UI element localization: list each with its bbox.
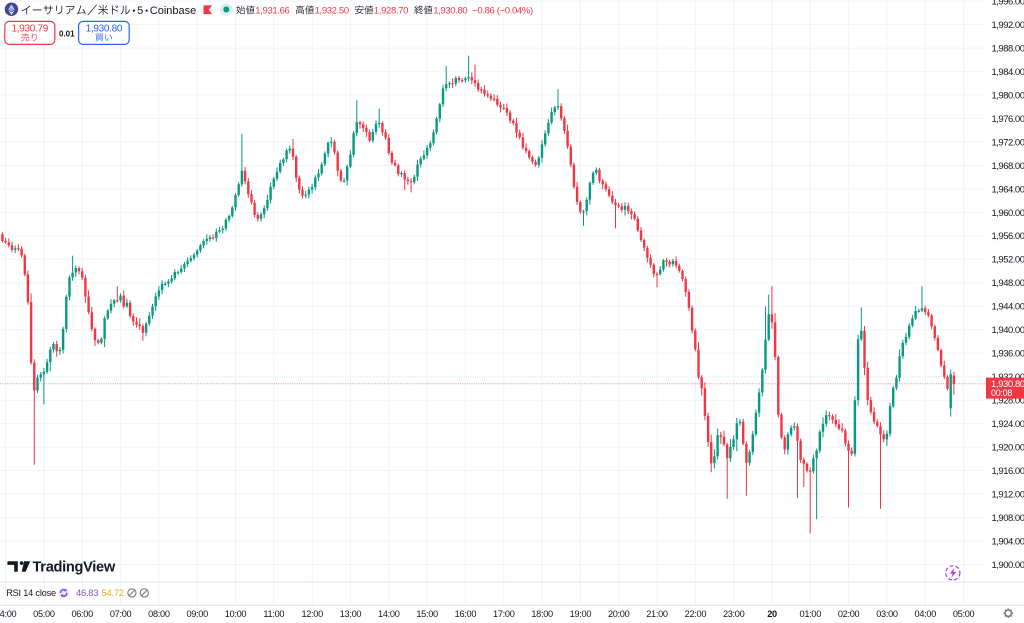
svg-text:03:00: 03:00: [876, 609, 898, 619]
svg-text:1,928.00: 1,928.00: [992, 396, 1024, 407]
svg-text:04:00: 04:00: [0, 609, 17, 619]
svg-text:1,960.00: 1,960.00: [992, 208, 1024, 219]
svg-text:22:00: 22:00: [685, 609, 707, 619]
svg-text:05:00: 05:00: [953, 609, 975, 619]
svg-text:17:00: 17:00: [493, 609, 515, 619]
svg-text:10:00: 10:00: [225, 609, 247, 619]
svg-text:12:00: 12:00: [301, 609, 323, 619]
svg-text:1,984.00: 1,984.00: [992, 67, 1024, 78]
svg-text:13:00: 13:00: [340, 609, 362, 619]
svg-text:1,964.00: 1,964.00: [992, 184, 1024, 195]
svg-text:1,992.00: 1,992.00: [992, 20, 1024, 31]
svg-text:15:00: 15:00: [416, 609, 438, 619]
svg-text:1,996.00: 1,996.00: [992, 0, 1024, 8]
svg-text:08:00: 08:00: [148, 609, 170, 619]
svg-text:54.72: 54.72: [102, 588, 124, 599]
svg-text:1,904.00: 1,904.00: [992, 536, 1024, 547]
svg-text:1,956.00: 1,956.00: [992, 231, 1024, 242]
svg-text:1,908.00: 1,908.00: [992, 513, 1024, 524]
svg-text:20:00: 20:00: [608, 609, 630, 619]
svg-text:21:00: 21:00: [646, 609, 668, 619]
svg-text:1,988.00: 1,988.00: [992, 44, 1024, 55]
svg-text:1,948.00: 1,948.00: [992, 278, 1024, 289]
svg-text:1,976.00: 1,976.00: [992, 114, 1024, 125]
svg-text:18:00: 18:00: [531, 609, 553, 619]
svg-text:Coinbase: Coinbase: [150, 5, 196, 17]
svg-text:1,972.00: 1,972.00: [992, 137, 1024, 148]
svg-text:1,952.00: 1,952.00: [992, 255, 1024, 266]
svg-text:02:00: 02:00: [838, 609, 860, 619]
svg-text:07:00: 07:00: [110, 609, 132, 619]
svg-text:04:00: 04:00: [915, 609, 937, 619]
svg-text:TradingView: TradingView: [33, 560, 116, 576]
svg-text:1,930.80: 1,930.80: [433, 5, 467, 16]
svg-text:1,924.00: 1,924.00: [992, 419, 1024, 430]
svg-text:09:00: 09:00: [186, 609, 208, 619]
svg-text:19:00: 19:00: [570, 609, 592, 619]
svg-text:1,944.00: 1,944.00: [992, 302, 1024, 313]
svg-text:1,930.79: 1,930.79: [12, 24, 49, 35]
svg-text:1,920.00: 1,920.00: [992, 443, 1024, 454]
svg-text:00:08: 00:08: [991, 388, 1012, 398]
svg-text:46.83: 46.83: [76, 588, 98, 599]
svg-text:1,980.00: 1,980.00: [992, 90, 1024, 101]
svg-text:05:00: 05:00: [33, 609, 55, 619]
svg-text:1,932.50: 1,932.50: [315, 5, 349, 16]
svg-text:20: 20: [767, 609, 777, 619]
svg-text:5: 5: [137, 5, 143, 17]
svg-text:1,930.80: 1,930.80: [86, 24, 123, 35]
svg-text:11:00: 11:00: [263, 609, 284, 619]
svg-text:1,936.00: 1,936.00: [992, 349, 1024, 360]
svg-text:1,928.70: 1,928.70: [374, 5, 408, 16]
svg-text:1,900.00: 1,900.00: [992, 560, 1024, 571]
svg-text:1,912.00: 1,912.00: [992, 489, 1024, 500]
svg-text:RSI 14 close: RSI 14 close: [6, 588, 56, 598]
svg-text:23:00: 23:00: [723, 609, 745, 619]
svg-text:0.01: 0.01: [59, 29, 75, 38]
svg-text:14:00: 14:00: [378, 609, 400, 619]
svg-text:−0.86 (−0.04%): −0.86 (−0.04%): [472, 5, 533, 16]
svg-text:1,968.00: 1,968.00: [992, 161, 1024, 172]
svg-text:16:00: 16:00: [455, 609, 477, 619]
svg-text:1,930.80: 1,930.80: [991, 379, 1024, 390]
svg-text:1,940.00: 1,940.00: [992, 325, 1024, 336]
svg-text:1,916.00: 1,916.00: [992, 466, 1024, 477]
svg-text:01:00: 01:00: [800, 609, 822, 619]
svg-text:1,931.66: 1,931.66: [255, 5, 289, 16]
svg-text:06:00: 06:00: [71, 609, 93, 619]
